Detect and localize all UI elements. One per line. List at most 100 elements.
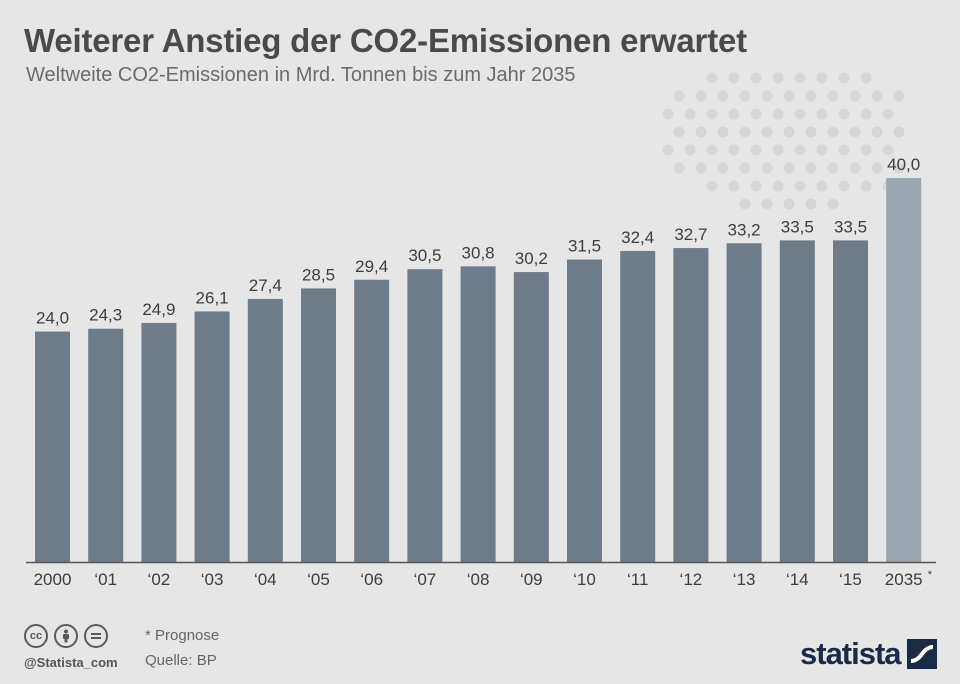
- pattern-dot: [750, 72, 762, 84]
- bar-16: [886, 178, 922, 562]
- bar-15: [833, 240, 868, 562]
- pattern-dot: [662, 144, 674, 156]
- bar-2: [141, 322, 177, 562]
- data-label-12: 32,7: [674, 225, 707, 244]
- bar-11: [620, 250, 656, 562]
- pattern-dot: [695, 126, 707, 138]
- pattern-dot: [849, 90, 861, 102]
- data-label-3: 26,1: [196, 288, 229, 307]
- data-label-0: 24,0: [36, 309, 69, 328]
- x-tick-label-12: ‘12: [680, 570, 703, 589]
- pattern-dot: [849, 162, 861, 174]
- data-label-1: 24,3: [89, 306, 122, 325]
- bar-0: [35, 331, 70, 562]
- pattern-dot: [827, 90, 839, 102]
- pattern-dot: [805, 198, 817, 210]
- pattern-dot: [860, 144, 872, 156]
- pattern-dot: [805, 90, 817, 102]
- x-tick-label-2: ‘02: [148, 570, 171, 589]
- pattern-dot: [871, 126, 883, 138]
- pattern-dot: [717, 162, 729, 174]
- pattern-dot: [695, 90, 707, 102]
- pattern-dot: [783, 198, 795, 210]
- pattern-dot: [816, 144, 828, 156]
- pattern-dot: [860, 72, 872, 84]
- pattern-dot: [706, 180, 718, 192]
- pattern-dot: [662, 108, 674, 120]
- data-label-9: 30,2: [515, 249, 548, 268]
- chart-title: Weiterer Anstieg der CO2-Emissionen erwa…: [24, 22, 747, 59]
- pattern-dot: [772, 108, 784, 120]
- pattern-dot: [673, 90, 685, 102]
- x-tick-label-16: 2035: [885, 570, 923, 589]
- pattern-dot: [827, 126, 839, 138]
- pattern-dot: [673, 162, 685, 174]
- pattern-dot: [783, 90, 795, 102]
- pattern-dot: [695, 162, 707, 174]
- pattern-dot: [816, 72, 828, 84]
- pattern-dot: [838, 180, 850, 192]
- data-label-16: 40,0: [887, 155, 920, 174]
- pattern-dot: [728, 72, 740, 84]
- data-label-6: 29,4: [355, 257, 388, 276]
- pattern-dot: [772, 180, 784, 192]
- bar-9: [513, 272, 549, 562]
- pattern-dot: [739, 198, 751, 210]
- x-tick-label-10: ‘10: [573, 570, 596, 589]
- pattern-dot: [871, 90, 883, 102]
- x-tick-label-15: ‘15: [839, 570, 862, 589]
- x-tick-label-13: ‘13: [733, 570, 756, 589]
- data-label-2: 24,9: [142, 300, 175, 319]
- bar-4: [247, 298, 283, 562]
- pattern-dot: [772, 144, 784, 156]
- pattern-dot: [794, 180, 806, 192]
- data-label-13: 33,2: [728, 220, 761, 239]
- decorative-dot-pattern: [662, 72, 905, 210]
- pattern-dot: [717, 126, 729, 138]
- pattern-dot: [882, 108, 894, 120]
- pattern-dot: [728, 144, 740, 156]
- bar-1: [88, 328, 124, 562]
- pattern-dot: [739, 90, 751, 102]
- bar-13: [726, 243, 762, 562]
- pattern-dot: [761, 162, 773, 174]
- pattern-dot: [871, 162, 883, 174]
- pattern-dot: [816, 108, 828, 120]
- x-tick-label-14: ‘14: [786, 570, 809, 589]
- data-label-7: 30,5: [408, 246, 441, 265]
- pattern-dot: [761, 90, 773, 102]
- x-tick-label-7: ‘07: [414, 570, 437, 589]
- pattern-dot: [827, 162, 839, 174]
- pattern-dot: [838, 144, 850, 156]
- pattern-dot: [684, 144, 696, 156]
- pattern-dot: [739, 162, 751, 174]
- pattern-dot: [893, 162, 905, 174]
- x-tick-label-6: ‘06: [360, 570, 383, 589]
- pattern-dot: [794, 144, 806, 156]
- pattern-dot: [706, 144, 718, 156]
- pattern-dot: [860, 180, 872, 192]
- data-label-4: 27,4: [249, 276, 282, 295]
- pattern-dot: [860, 108, 872, 120]
- data-label-11: 32,4: [621, 228, 654, 247]
- data-label-15: 33,5: [834, 217, 867, 236]
- bar-12: [673, 248, 709, 562]
- pattern-dot: [794, 108, 806, 120]
- pattern-dot: [750, 108, 762, 120]
- x-tick-label-1: ‘01: [94, 570, 117, 589]
- x-tick-label-4: ‘04: [254, 570, 277, 589]
- pattern-dot: [761, 126, 773, 138]
- pattern-dot: [728, 108, 740, 120]
- bar-8: [460, 266, 496, 562]
- pattern-dot: [717, 90, 729, 102]
- pattern-dot: [750, 144, 762, 156]
- forecast-marker: *: [928, 569, 933, 581]
- data-label-5: 28,5: [302, 265, 335, 284]
- data-label-10: 31,5: [568, 237, 601, 256]
- x-tick-label-3: ‘03: [201, 570, 224, 589]
- pattern-dot: [805, 126, 817, 138]
- pattern-dot: [827, 198, 839, 210]
- pattern-dot: [673, 126, 685, 138]
- pattern-dot: [750, 180, 762, 192]
